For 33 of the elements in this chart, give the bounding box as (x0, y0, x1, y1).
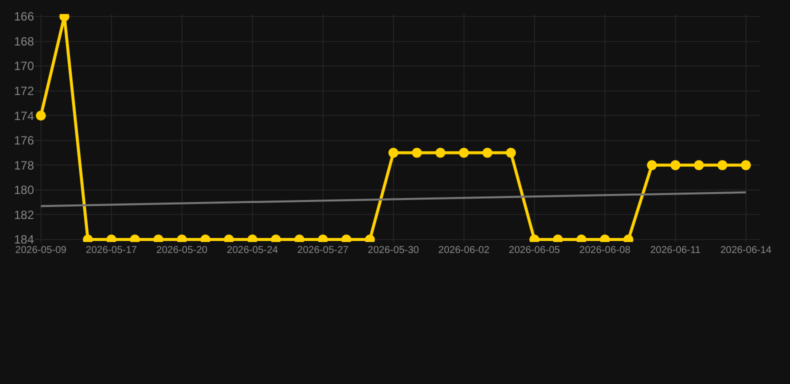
y-tick-label: 172 (14, 84, 34, 98)
point (506, 148, 516, 158)
point (412, 148, 422, 158)
x-tick-label: 2026-06-02 (438, 245, 490, 256)
x-tick-label: 2026-05-30 (368, 245, 420, 256)
y-tick-label: 180 (14, 183, 34, 198)
x-tick-label: 2026-05-27 (297, 245, 349, 256)
x-tick-label: 2026-06-08 (579, 245, 631, 256)
point (36, 110, 46, 121)
point (694, 160, 704, 170)
point (670, 160, 680, 170)
point (435, 148, 446, 158)
y-tick-label: 166 (14, 10, 34, 24)
x-tick-label: 2026-05-20 (156, 245, 208, 256)
x-tick-label: 2026-06-05 (508, 245, 560, 256)
y-tick-label: 184 (14, 232, 34, 247)
x-tick-label: 2026-05-17 (86, 245, 138, 256)
point (388, 148, 398, 158)
point (717, 160, 728, 170)
x-tick-label: 2026-05-24 (226, 245, 278, 256)
point (458, 148, 469, 158)
point (740, 160, 751, 170)
y-tick-label: 168 (14, 34, 34, 48)
point (646, 160, 657, 170)
point (482, 148, 492, 158)
y-tick-label: 178 (14, 158, 34, 172)
x-tick-label: 2026-06-11 (650, 245, 702, 256)
y-tick-label: 182 (14, 208, 34, 222)
x-tick-label: 2026-05-09 (15, 245, 67, 256)
x-tick-label: 2026-06-14 (720, 245, 772, 256)
y-tick-label: 170 (14, 59, 34, 74)
y-tick-label: 174 (14, 108, 34, 123)
y-tick-label: 176 (14, 134, 34, 148)
